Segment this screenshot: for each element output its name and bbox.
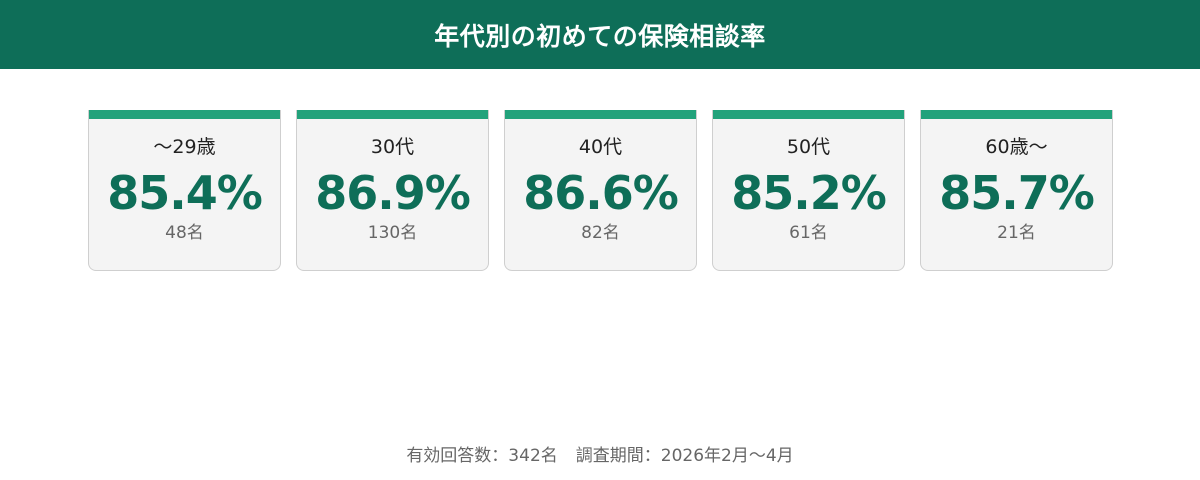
card-label: 60歳〜 xyxy=(985,136,1048,158)
card-rate: 85.2% xyxy=(731,166,887,220)
card-rate: 85.7% xyxy=(939,166,1095,220)
valid-responses: 有効回答数：342名 xyxy=(406,446,558,466)
card-age-30s: 30代 86.9% 130名 xyxy=(296,110,489,271)
card-accent-bar xyxy=(505,110,696,119)
card-age-under-29: 〜29歳 85.4% 48名 xyxy=(88,110,281,271)
survey-footnote: 有効回答数：342名 調査期間：2026年2月〜4月 xyxy=(0,443,1200,469)
card-age-60-plus: 60歳〜 85.7% 21名 xyxy=(920,110,1113,271)
chart-title: 年代別の初めての保険相談率 xyxy=(434,21,766,51)
card-rate: 85.4% xyxy=(107,166,263,220)
card-age-40s: 40代 86.6% 82名 xyxy=(504,110,697,271)
card-label: 50代 xyxy=(786,136,831,158)
chart-title-header: 年代別の初めての保険相談率 xyxy=(0,0,1200,69)
card-accent-bar xyxy=(713,110,904,119)
card-count: 130名 xyxy=(367,223,418,243)
card-age-50s: 50代 85.2% 61名 xyxy=(712,110,905,271)
survey-period: 調査期間：2026年2月〜4月 xyxy=(575,446,794,466)
card-label: 40代 xyxy=(578,136,623,158)
card-accent-bar xyxy=(89,110,280,119)
card-count: 21名 xyxy=(997,223,1036,243)
card-count: 48名 xyxy=(165,223,204,243)
card-count: 82名 xyxy=(581,223,620,243)
card-rate: 86.6% xyxy=(523,166,679,220)
card-count: 61名 xyxy=(789,223,828,243)
card-label: 30代 xyxy=(370,136,415,158)
card-accent-bar xyxy=(297,110,488,119)
card-label: 〜29歳 xyxy=(153,136,216,158)
card-accent-bar xyxy=(921,110,1112,119)
card-rate: 86.9% xyxy=(315,166,471,220)
age-group-cards: 〜29歳 85.4% 48名 30代 86.9% 130名 40代 86.6% … xyxy=(88,110,1113,271)
